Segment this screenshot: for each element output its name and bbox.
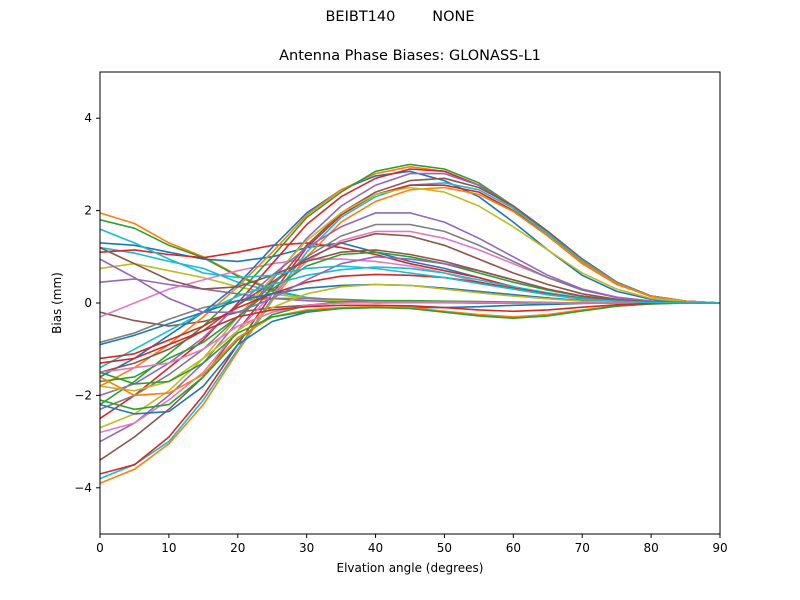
series-line-37	[100, 246, 720, 304]
y-tick-label: −2	[74, 388, 92, 402]
x-tick-label: 40	[368, 541, 383, 555]
x-tick-label: 10	[161, 541, 176, 555]
series-line-34	[100, 302, 720, 385]
figure-suptitle: BEIBT140 NONE	[325, 9, 475, 25]
x-axis-ticks: 0 10 20 30 40 50 60 70 80 90	[96, 534, 728, 555]
series-line-32	[100, 301, 720, 374]
y-tick-label: 2	[84, 204, 92, 218]
x-tick-label: 70	[575, 541, 590, 555]
series-line-19	[100, 186, 720, 484]
series-layer	[100, 163, 720, 484]
x-tick-label: 20	[230, 541, 245, 555]
series-line-23	[100, 212, 720, 397]
x-tick-label: 30	[299, 541, 314, 555]
series-line-35	[100, 302, 720, 364]
y-axis-ticks: −4 −2 0 2 4	[74, 111, 100, 495]
series-line-29	[100, 283, 720, 392]
y-tick-label: 4	[84, 111, 92, 125]
x-tick-label: 0	[96, 541, 104, 555]
series-line-1	[100, 212, 720, 304]
y-tick-label: −4	[74, 481, 92, 495]
series-line-12	[100, 165, 720, 387]
x-tick-label: 80	[643, 541, 658, 555]
series-line-38	[100, 228, 720, 304]
x-tick-label: 50	[437, 541, 452, 555]
x-tick-label: 60	[506, 541, 521, 555]
x-axis-label: Elvation angle (degrees)	[336, 561, 484, 575]
y-tick-label: 0	[84, 296, 92, 310]
chart-title: Antenna Phase Biases: GLONASS-L1	[279, 48, 541, 64]
x-tick-label: 90	[712, 541, 727, 555]
